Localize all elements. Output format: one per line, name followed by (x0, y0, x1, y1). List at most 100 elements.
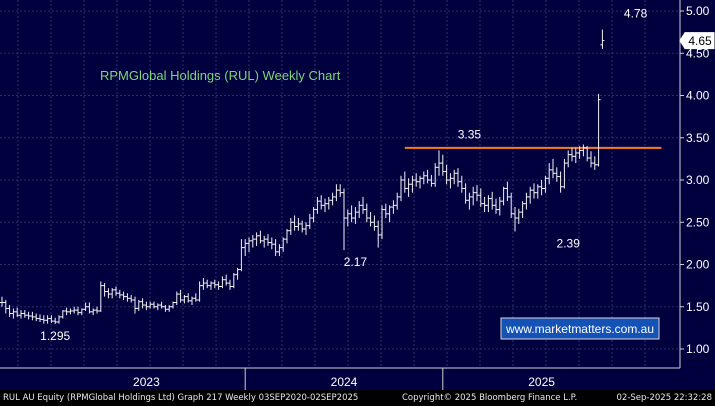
ohlc-bar (178, 289, 183, 303)
ohlc-bar (171, 301, 175, 309)
ohlc-bar (231, 272, 236, 289)
ohlc-bar (197, 281, 202, 302)
ohlc-bar (452, 169, 457, 185)
x-axis-labels: 2023 2024 2025 (133, 375, 555, 389)
ohlc-bar (528, 186, 533, 204)
last-price-label: 4.65 (688, 34, 712, 48)
ohlc-bar (532, 183, 536, 199)
y-tick-label: 4.50 (686, 46, 710, 60)
ohlc-bar (554, 167, 559, 182)
ohlc-bar (433, 163, 438, 187)
ohlc-bar (406, 178, 411, 197)
ohlc-bar (250, 234, 255, 248)
ohlc-bar (338, 184, 343, 197)
ohlc-bar (509, 192, 514, 219)
ohlc-bar (520, 201, 525, 219)
ohlc-bar (243, 239, 248, 257)
y-tick-label: 1.00 (686, 342, 710, 356)
ohlc-bar (235, 267, 240, 280)
ohlc-bar (323, 198, 327, 213)
ohlc-bar (247, 237, 251, 252)
ohlc-bar (357, 201, 362, 219)
ohlc-bar (140, 298, 145, 309)
ohlc-bar (22, 310, 27, 318)
price-chart: 5.00 4.50 4.00 3.50 3.00 2.50 2.00 1.50 1.00 202… (0, 0, 715, 390)
ohlc-bar (326, 196, 331, 210)
grid-lines (0, 0, 680, 368)
ohlc-bar (155, 303, 160, 311)
ohlc-bar (285, 229, 289, 244)
price-annotation: 3.35 (458, 127, 482, 141)
ohlc-bar (577, 146, 582, 159)
ohlc-bar (418, 175, 422, 189)
ohlc-bar (121, 291, 126, 300)
ohlc-bar (296, 218, 301, 231)
ohlc-bar (216, 281, 221, 290)
ohlc-bar (262, 235, 267, 248)
ohlc-bar (368, 212, 373, 227)
price-bars (0, 29, 605, 325)
ohlc-bar (102, 283, 107, 297)
ohlc-bar (421, 171, 426, 185)
ohlc-bar (288, 218, 293, 235)
ohlc-bar (98, 281, 103, 312)
price-annotation: 1.295 (40, 329, 70, 343)
ohlc-bar (414, 173, 419, 187)
ohlc-bar (292, 215, 297, 231)
ohlc-bar (311, 207, 316, 223)
footer-security-info: RUL AU Equity (RPMGlobal Holdings Ltd) G… (3, 393, 359, 403)
ohlc-bar (410, 175, 415, 193)
ohlc-bar (281, 237, 286, 252)
ohlc-bar (228, 279, 232, 290)
ohlc-bar (444, 164, 449, 185)
x-axis-label: 2023 (133, 375, 160, 389)
ohlc-bar (117, 289, 122, 299)
ohlc-bar (440, 154, 445, 176)
watermark-box (500, 317, 660, 340)
ohlc-bar (372, 215, 377, 231)
ohlc-bar (45, 315, 50, 324)
ohlc-bar (497, 196, 502, 216)
ohlc-bar (277, 244, 282, 257)
ohlc-bar (91, 308, 96, 316)
ohlc-bar (144, 301, 149, 311)
ohlc-bar (399, 175, 403, 202)
price-annotation: 4.78 (624, 7, 648, 21)
ohlc-bar (129, 294, 134, 303)
chart-title: RPMGlobal Holdings (RUL) Weekly Chart (100, 68, 341, 83)
ohlc-bar (49, 315, 54, 323)
ohlc-bar (300, 220, 305, 233)
ohlc-bar (167, 305, 172, 312)
ohlc-bar (513, 207, 517, 232)
y-tick-label: 3.50 (686, 131, 710, 145)
y-tick-label: 4.00 (686, 89, 710, 103)
ohlc-bar (558, 171, 563, 193)
ohlc-bar (209, 281, 213, 290)
ohlc-bar (539, 180, 544, 196)
ohlc-bar (334, 184, 339, 202)
ohlc-bar (570, 147, 574, 162)
ohlc-bar (133, 296, 137, 314)
ohlc-bar (592, 156, 597, 170)
ohlc-bar (68, 308, 73, 315)
ohlc-bar (186, 293, 191, 303)
ohlc-bar (125, 293, 130, 302)
ohlc-bar (387, 205, 392, 223)
ohlc-bar (475, 185, 479, 202)
ohlc-bar (342, 188, 346, 251)
ohlc-bar (581, 144, 586, 157)
ohlc-bar (330, 192, 335, 206)
ohlc-bar (516, 208, 521, 224)
ohlc-bar (600, 29, 605, 50)
ohlc-bar (266, 234, 270, 246)
ohlc-bar (148, 301, 153, 309)
ohlc-bar (543, 175, 548, 193)
year-dividers (244, 368, 444, 390)
ohlc-bar (319, 195, 324, 210)
ohlc-bar (490, 191, 495, 210)
ohlc-bar (193, 293, 198, 302)
ohlc-bar (551, 158, 555, 179)
ohlc-bar (87, 302, 92, 314)
ohlc-bar (201, 278, 206, 290)
footer-copyright: Copyright© 2025 Bloomberg Finance L.P. (402, 393, 578, 403)
